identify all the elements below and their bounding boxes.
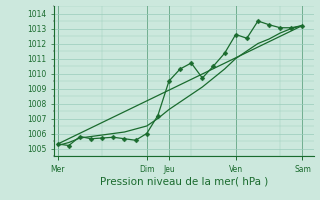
X-axis label: Pression niveau de la mer( hPa ): Pression niveau de la mer( hPa ) [100,177,268,187]
